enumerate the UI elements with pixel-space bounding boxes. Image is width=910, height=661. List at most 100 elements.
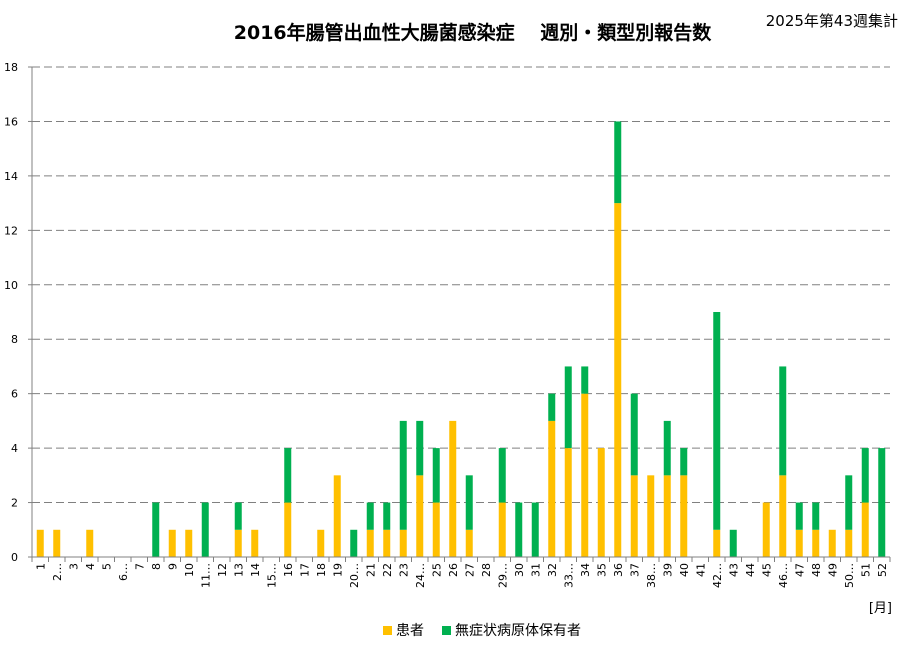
x-tick-label: 34	[579, 563, 592, 577]
bar-segment	[680, 475, 688, 557]
bar-segment	[366, 502, 374, 530]
bar-segment	[531, 502, 539, 557]
x-tick-label: 28	[480, 563, 493, 577]
bar-segment	[795, 502, 803, 530]
x-tick-label: 39	[661, 563, 674, 577]
bar-segment	[185, 529, 193, 557]
bar-segment	[284, 502, 292, 557]
legend-item-patient: 患者	[383, 620, 424, 640]
x-tick-label: 33…	[562, 563, 575, 588]
bar-segment	[680, 448, 688, 476]
bar-segment	[548, 420, 556, 557]
legend: 患者 無症状病原体保有者	[383, 620, 599, 640]
x-tick-label: 19	[331, 563, 344, 577]
x-tick-label: 27	[463, 563, 476, 577]
bar-segment	[465, 475, 473, 530]
bar-segment	[614, 121, 622, 204]
bar-segment	[845, 529, 853, 557]
bar-segment	[449, 420, 457, 557]
x-tick-label: 45	[760, 563, 773, 577]
y-tick-label: 12	[4, 224, 18, 237]
y-tick-label: 4	[11, 442, 18, 455]
legend-swatch-asymptomatic-icon	[442, 625, 451, 635]
x-tick-label: 47	[793, 563, 806, 577]
gridlines	[32, 66, 890, 504]
y-tick-label: 0	[11, 551, 18, 564]
bar-segment	[729, 529, 737, 557]
x-tick-label: 20…	[348, 563, 361, 588]
y-tick-label: 6	[11, 388, 18, 401]
bar-segment	[317, 529, 325, 557]
bar-segment	[399, 420, 407, 530]
bar-segment	[383, 502, 391, 530]
x-tick-label: 36	[612, 563, 625, 577]
x-tick-label: 50…	[843, 563, 856, 588]
x-tick-label: 23	[397, 563, 410, 577]
bar-segment	[498, 448, 506, 503]
x-tick-label: 17	[298, 563, 311, 577]
x-tick-label: 1	[34, 563, 47, 570]
bar-segment	[86, 529, 94, 557]
chart-subtitle: 2025年第43週集計	[765, 12, 898, 30]
y-tick-label: 14	[4, 170, 18, 183]
legend-label-asymptomatic: 無症状病原体保有者	[455, 623, 581, 639]
y-tick-label: 18	[4, 61, 18, 74]
bar-segment	[762, 502, 770, 557]
bar-segment	[416, 475, 424, 557]
bar-segment	[630, 475, 638, 557]
x-tick-label: 24…	[414, 563, 427, 588]
y-axis: 0 2 4 6 8 10 12 14 16 18	[4, 61, 33, 564]
bar-segment	[432, 448, 440, 503]
x-tick-label: 11…	[199, 563, 212, 588]
x-tick-label: 26	[447, 563, 460, 577]
bar-segment	[366, 529, 374, 557]
x-tick-label: 21	[364, 563, 377, 577]
x-tick-label: 5	[100, 563, 113, 570]
x-tick-label: 13	[232, 563, 245, 577]
bar-segment	[432, 502, 440, 557]
x-tick-label: 4	[84, 563, 97, 570]
bars	[36, 121, 886, 557]
x-tick-label: 51	[859, 563, 872, 577]
x-tick-label: 37	[628, 563, 641, 577]
bar-segment	[812, 529, 820, 557]
x-tick-label: 44	[744, 563, 757, 577]
x-tick-label: 48	[810, 563, 823, 577]
x-tick-label: 16	[282, 563, 295, 577]
x-tick-label: 15…	[265, 563, 278, 588]
x-tick-label: 43	[727, 563, 740, 577]
y-tick-label: 8	[11, 333, 18, 346]
x-tick-label: 2…	[51, 563, 64, 581]
y-tick-label: 16	[4, 115, 18, 128]
x-tick-label: 38…	[645, 563, 658, 588]
bar-segment	[845, 475, 853, 530]
x-tick-label: 7	[133, 563, 146, 570]
bar-segment	[399, 529, 407, 557]
bar-segment	[713, 312, 721, 530]
bar-segment	[201, 502, 209, 557]
x-tick-label: 46…	[777, 563, 790, 588]
x-tick-label: 12	[216, 563, 229, 577]
bar-segment	[630, 393, 638, 476]
x-tick-label: 49	[826, 563, 839, 577]
y-tick-label: 2	[11, 497, 18, 510]
bar-segment	[779, 366, 787, 476]
bar-segment	[333, 475, 341, 557]
x-tick-label: 22	[381, 563, 394, 577]
chart-title: 2016年腸管出血性大腸菌感染症 週別・類型別報告数	[233, 22, 712, 44]
y-tick-label: 10	[4, 279, 18, 292]
bar-segment	[861, 448, 869, 503]
x-tick-label: 18	[315, 563, 328, 577]
bar-segment	[597, 448, 605, 557]
bar-segment	[383, 529, 391, 557]
x-tick-label: 35	[595, 563, 608, 577]
bar-segment	[564, 366, 572, 449]
bar-segment	[581, 366, 589, 394]
legend-item-asymptomatic: 無症状病原体保有者	[442, 620, 581, 640]
x-tick-label: 40	[678, 563, 691, 577]
x-tick-label: 31	[529, 563, 542, 577]
x-tick-label: 41	[694, 563, 707, 577]
bar-segment	[465, 529, 473, 557]
bar-segment	[168, 529, 176, 557]
x-tick-label: 14	[249, 563, 262, 577]
